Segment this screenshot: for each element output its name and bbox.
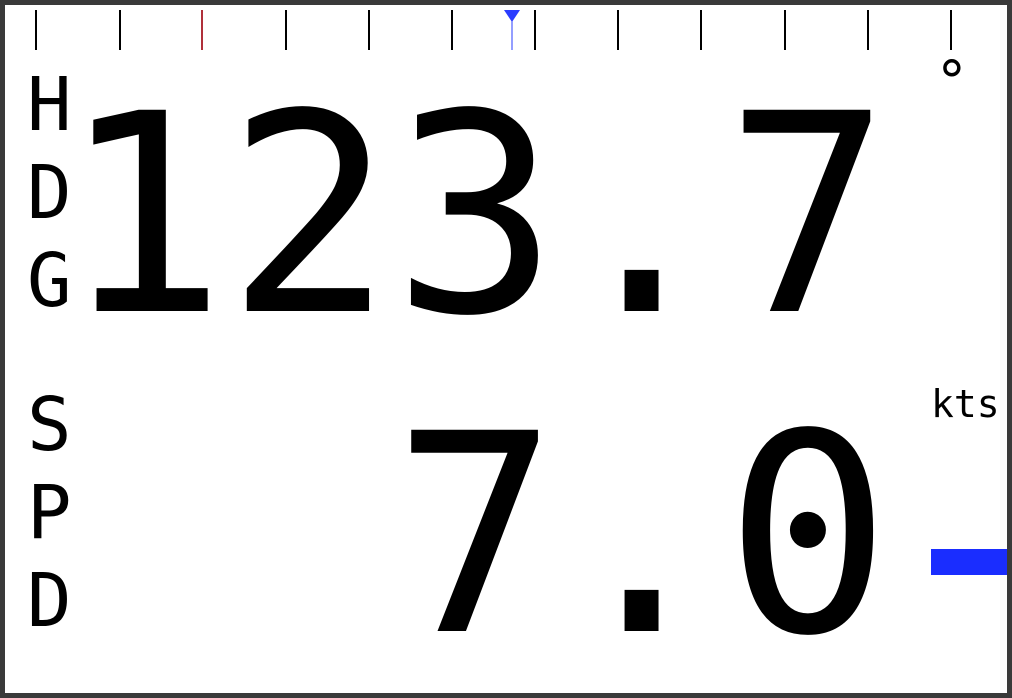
heading-unit-degree: ° [935, 50, 969, 115]
speed-label-char: P [27, 470, 72, 556]
speed-bar [931, 549, 1007, 575]
heading-label: H D G [27, 61, 79, 325]
heading-value: 123.7 [60, 56, 891, 377]
speed-unit: kts [931, 382, 1000, 426]
heading-label-char: D [27, 150, 72, 236]
compass-tape [35, 10, 952, 50]
speed-label-char: D [27, 558, 72, 644]
heading-label-char: H [27, 62, 72, 148]
heading-label-char: G [27, 238, 72, 324]
speed-label: S P D [27, 381, 79, 645]
heading-compass-strip [10, 10, 1007, 52]
speed-label-char: S [27, 382, 72, 468]
speed-value: 7.0 [392, 376, 892, 697]
speed-bar-fill [931, 549, 1007, 575]
